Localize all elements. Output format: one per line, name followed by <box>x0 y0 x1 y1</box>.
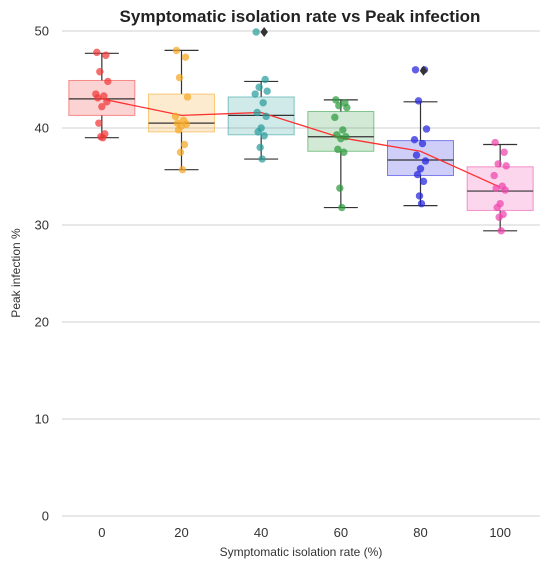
x-tick-label-60: 60 <box>334 525 348 540</box>
mean-line <box>101 98 501 188</box>
data-point <box>181 53 190 61</box>
data-point <box>259 99 267 107</box>
data-point <box>95 119 103 127</box>
data-point <box>501 186 509 194</box>
data-point <box>262 112 270 121</box>
data-point <box>99 134 107 142</box>
y-tick-labels: 0 10 20 30 40 50 <box>35 24 49 524</box>
data-point <box>337 134 345 143</box>
y-axis-label: Peak infection % <box>9 228 23 318</box>
data-point <box>491 138 499 147</box>
data-point <box>180 140 189 149</box>
data-point <box>490 171 498 180</box>
chart-title: Symptomatic isolation rate vs Peak infec… <box>120 7 481 26</box>
data-point <box>251 90 259 98</box>
data-point <box>93 48 101 57</box>
data-point <box>494 160 502 168</box>
gridlines <box>62 30 540 517</box>
x-tick-label-0: 0 <box>98 525 105 540</box>
data-point <box>98 102 106 111</box>
box-80 <box>387 101 454 207</box>
data-point <box>411 66 420 74</box>
data-point <box>172 46 181 55</box>
y-tick-label-0: 0 <box>42 509 49 524</box>
x-tick-labels: 0 20 40 60 80 100 <box>98 525 511 540</box>
data-point <box>413 170 422 179</box>
data-point <box>260 132 268 140</box>
data-point <box>343 103 351 112</box>
data-point <box>258 155 266 163</box>
data-point <box>254 128 262 136</box>
data-point <box>492 184 500 192</box>
data-point <box>334 145 342 154</box>
data-point <box>174 126 183 134</box>
data-point <box>500 148 508 156</box>
data-point <box>96 68 104 76</box>
x-tick-label-80: 80 <box>413 525 427 540</box>
data-point <box>414 97 423 105</box>
y-tick-label-20: 20 <box>35 315 49 330</box>
data-point <box>256 143 264 152</box>
data-point <box>94 94 102 102</box>
data-point <box>183 93 192 101</box>
outliers <box>260 26 428 76</box>
data-point <box>253 108 261 117</box>
data-point <box>416 165 425 173</box>
data-point <box>171 112 180 121</box>
data-point <box>415 192 424 200</box>
data-point <box>340 148 348 156</box>
data-point <box>338 203 346 212</box>
data-point <box>331 113 339 122</box>
data-point <box>417 199 426 208</box>
data-point <box>412 151 421 159</box>
x-tick-label-100: 100 <box>489 525 511 540</box>
data-point <box>421 157 430 165</box>
outlier-marker-40 <box>260 26 268 37</box>
data-point <box>100 92 108 100</box>
mean-line-layer <box>101 98 501 188</box>
data-point <box>418 139 427 148</box>
data-point <box>332 96 340 104</box>
x-tick-label-40: 40 <box>254 525 268 540</box>
y-tick-label-40: 40 <box>35 121 49 136</box>
data-point <box>252 28 260 36</box>
data-point <box>419 177 428 186</box>
data-point <box>103 98 111 106</box>
data-point <box>422 125 431 133</box>
data-points <box>92 28 510 235</box>
data-point <box>495 213 503 221</box>
data-point <box>497 227 505 235</box>
data-point <box>493 203 501 212</box>
data-point <box>335 101 343 110</box>
data-point <box>339 126 347 134</box>
boxes <box>68 49 534 232</box>
data-point <box>175 73 184 82</box>
data-point <box>263 87 271 95</box>
data-point <box>104 77 112 86</box>
y-tick-label-10: 10 <box>35 412 49 427</box>
y-tick-label-50: 50 <box>35 24 49 39</box>
data-point <box>255 83 263 91</box>
x-tick-label-20: 20 <box>174 525 188 540</box>
data-point <box>178 166 187 174</box>
data-point <box>261 75 269 84</box>
x-axis-label: Symptomatic isolation rate (%) <box>220 545 383 559</box>
data-point <box>410 135 419 144</box>
data-point <box>176 148 185 156</box>
y-tick-label-30: 30 <box>35 218 49 233</box>
data-point <box>102 51 110 59</box>
data-point <box>502 162 510 170</box>
outlier-marker-80 <box>419 65 428 76</box>
data-point <box>336 184 344 192</box>
